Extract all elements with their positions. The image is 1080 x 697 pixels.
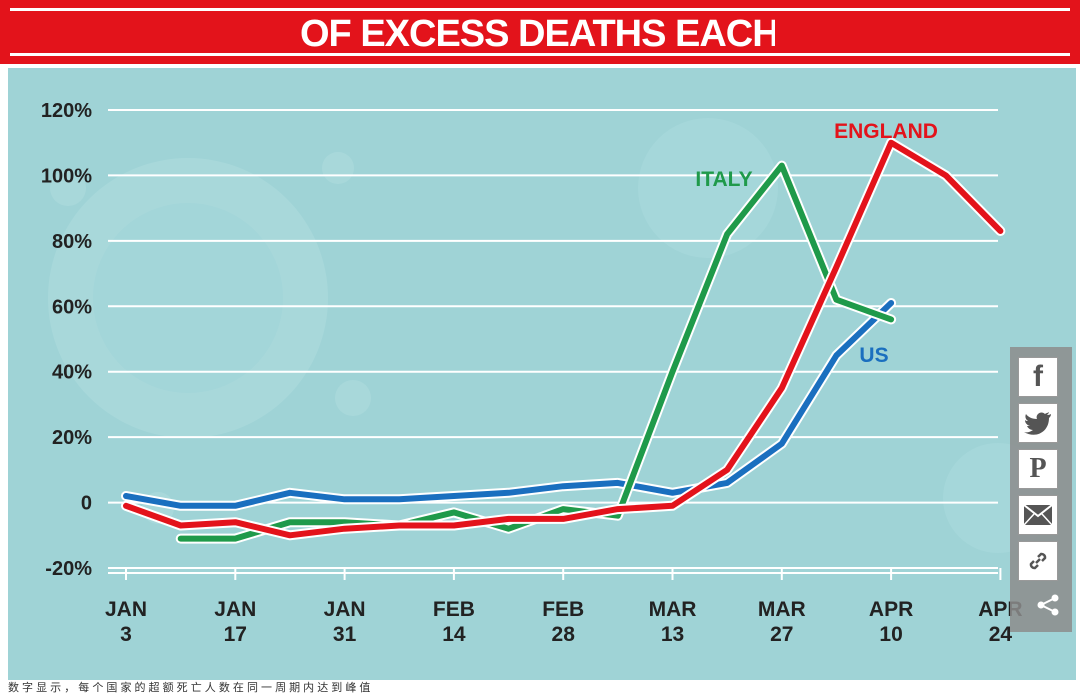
x-tick-label: 3 [120,623,132,646]
series-line-england [123,139,1004,539]
header-banner-frame [10,8,1070,56]
y-tick-label: 80% [52,231,92,253]
x-tick-label: 14 [442,623,466,646]
share-icon [1037,594,1059,616]
copy-link-button[interactable] [1018,541,1058,581]
x-tick-label: APR [869,598,913,621]
header-banner: OF EXCESS DEATHS EACH W [0,0,1080,64]
x-tick-label: MAR [758,598,806,621]
y-tick-label: 20% [52,427,92,449]
x-tick-label: 28 [552,623,576,646]
x-tick-label: JAN [214,598,256,621]
y-tick-label: 120% [41,100,92,122]
series-label-us: US [859,344,888,367]
footer-caption: 数 字 显 示 ， 每 个 国 家 的 超 额 死 亡 人 数 在 同 一 周 … [0,680,1080,697]
pinterest-share-button[interactable]: P [1018,449,1058,489]
y-tick-label: 0 [81,493,92,515]
share-bar: f P [1010,347,1072,632]
x-tick-label: FEB [433,598,475,621]
twitter-icon [1024,412,1051,435]
x-tick-label: 24 [989,623,1013,646]
series-label-italy: ITALY [695,168,752,191]
series-label-england: ENGLAND [834,120,938,143]
facebook-icon: f [1033,360,1043,393]
line-chart: -20%020%40%60%80%100%120%JAN3JAN17JAN31F… [41,100,1053,646]
x-tick-label: FEB [542,598,584,621]
series-line-us [123,300,895,509]
link-icon [1029,552,1047,570]
twitter-share-button[interactable] [1018,403,1058,443]
y-tick-label: 60% [52,296,92,318]
x-tick-label: 13 [661,623,684,646]
email-share-button[interactable] [1018,495,1058,535]
x-tick-label: 10 [879,623,902,646]
x-tick-label: 27 [770,623,793,646]
email-icon [1023,504,1053,526]
share-button[interactable] [1036,593,1060,617]
x-tick-label: JAN [105,598,147,621]
y-tick-label: -20% [45,558,92,580]
y-tick-label: 40% [52,362,92,384]
y-tick-label: 100% [41,165,92,187]
chart-title: OF EXCESS DEATHS EACH W [300,13,775,55]
x-tick-label: JAN [324,598,366,621]
x-tick-label: 31 [333,623,357,646]
chart-area: -20% 0 20% 40% 60% 80% 100% 120% JAN 3 JAN 17 JAN 31 F… [8,68,1076,688]
facebook-share-button[interactable]: f [1018,357,1058,397]
x-tick-label: MAR [649,598,697,621]
pinterest-icon: P [1029,453,1047,484]
x-tick-label: 17 [224,623,247,646]
